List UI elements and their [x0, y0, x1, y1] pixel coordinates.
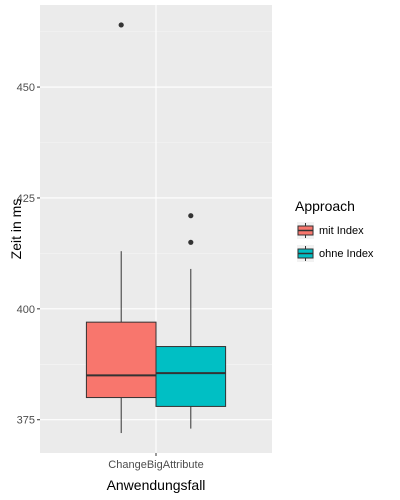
y-tick-label: 425 — [17, 193, 35, 205]
legend-item-mit-index: mit Index — [297, 222, 364, 239]
x-tick-label: ChangeBigAttribute — [108, 459, 203, 471]
legend-label: ohne Index — [319, 248, 374, 260]
legend-item-ohne-index: ohne Index — [297, 245, 374, 262]
box-ohne-index — [155, 213, 227, 429]
outlier-point — [188, 213, 194, 219]
x-axis: ChangeBigAttribute — [108, 453, 204, 471]
legend: Approach mit Index ohne Index — [295, 198, 374, 262]
box-iqr — [155, 346, 227, 407]
legend-label: mit Index — [319, 225, 364, 237]
outlier-point — [118, 22, 124, 28]
outlier-point — [188, 239, 194, 245]
y-axis: 375 400 425 450 — [17, 82, 40, 427]
box-iqr — [85, 321, 157, 399]
x-axis-title: Anwendungsfall — [107, 477, 206, 493]
y-tick-label: 375 — [17, 415, 35, 427]
y-tick-label: 450 — [17, 82, 35, 94]
y-axis-title: Zeit in ms — [8, 199, 24, 260]
y-tick-label: 400 — [17, 304, 35, 316]
box-series — [85, 22, 227, 434]
legend-title: Approach — [295, 198, 355, 214]
